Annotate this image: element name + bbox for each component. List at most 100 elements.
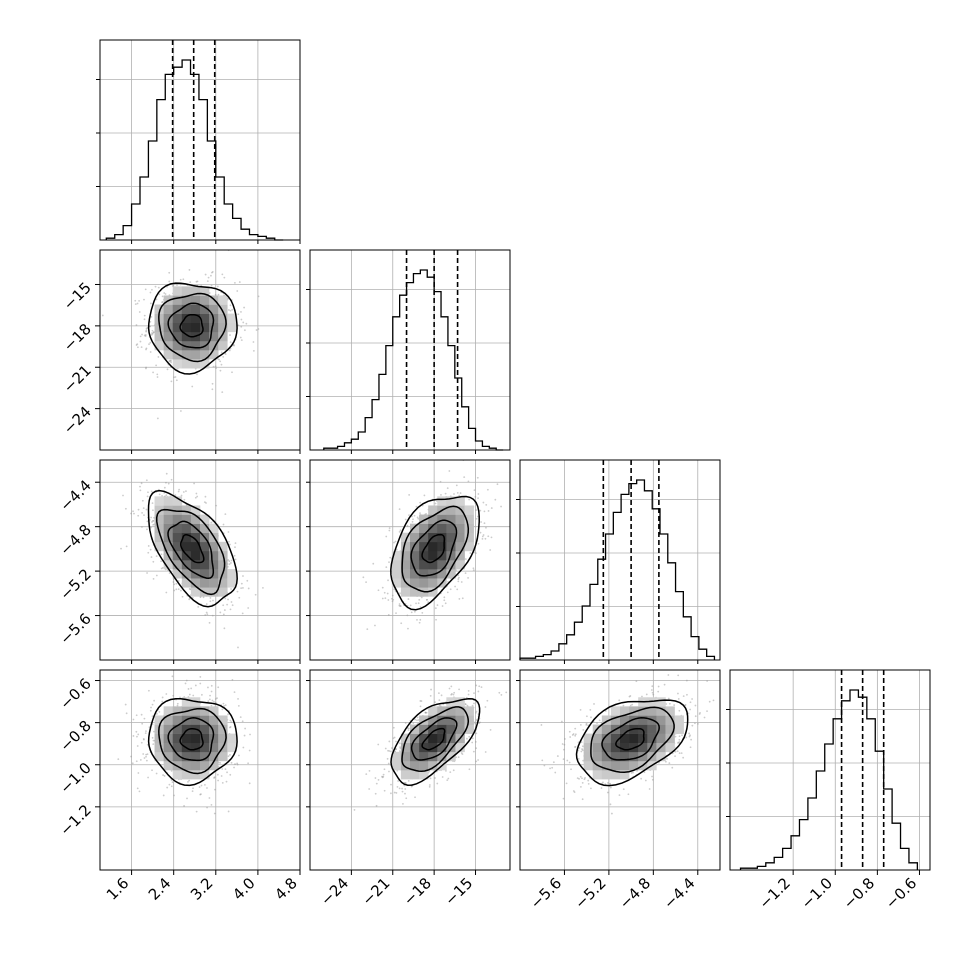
density-cell: [400, 770, 411, 780]
sample-point: [229, 543, 231, 546]
sample-point: [217, 293, 220, 296]
sample-point: [651, 691, 654, 694]
sample-point: [138, 299, 140, 302]
sample-point: [213, 777, 215, 779]
x-tick-label-1-3: −15: [441, 874, 476, 909]
sample-point: [147, 491, 149, 494]
density-cell: [446, 541, 456, 552]
sample-point: [165, 481, 167, 484]
histogram-bar: [482, 446, 489, 450]
sample-point: [610, 812, 613, 815]
sample-point: [472, 567, 475, 570]
sample-point: [155, 298, 158, 301]
sample-point: [419, 501, 422, 504]
sample-point: [448, 687, 451, 690]
sample-point: [144, 732, 147, 735]
sample-point: [151, 332, 153, 334]
sample-point: [182, 278, 185, 281]
density-cell: [455, 742, 465, 753]
sample-point: [562, 797, 565, 800]
sample-point: [170, 478, 173, 481]
sample-point: [407, 779, 410, 782]
sample-point: [214, 365, 217, 368]
histogram-bar: [476, 441, 483, 450]
density-cell: [446, 751, 456, 762]
sample-point: [481, 537, 484, 540]
sample-point: [248, 782, 251, 785]
contour-1: [601, 717, 660, 761]
histogram-bar: [613, 512, 621, 660]
sample-point: [396, 769, 399, 772]
panel-0-1-frame: [99, 249, 301, 451]
sample-point: [657, 690, 660, 693]
density-cell: [227, 742, 237, 753]
sample-point: [446, 487, 449, 490]
density-cell: [172, 359, 183, 369]
sample-point: [240, 339, 243, 342]
sample-point: [384, 597, 387, 600]
sample-point: [229, 608, 232, 611]
histogram-bar: [766, 863, 774, 870]
density-cell: [428, 560, 438, 570]
sample-point: [252, 341, 255, 343]
sample-point: [208, 621, 211, 624]
histogram-bar: [621, 494, 629, 660]
sample-point: [587, 782, 590, 785]
density-cell: [209, 340, 219, 351]
sample-point: [410, 611, 413, 614]
density-cell: [181, 304, 192, 314]
sample-point: [464, 558, 467, 560]
sample-point: [173, 583, 176, 586]
sample-point: [151, 502, 154, 505]
sample-point: [243, 329, 246, 332]
sample-point: [487, 510, 490, 512]
sample-point: [682, 695, 685, 698]
sample-point: [157, 286, 160, 289]
x-tick-label-3-1: −1.0: [798, 874, 836, 912]
density-cell: [419, 578, 429, 588]
hist-1-frame: [309, 249, 511, 451]
sample-point: [583, 778, 586, 781]
density-cell: [218, 587, 228, 597]
density-cell: [400, 751, 411, 762]
panel-0-2-frame: [99, 459, 301, 661]
sample-point: [381, 775, 383, 778]
sample-point: [140, 713, 143, 716]
sample-point: [622, 788, 625, 791]
sample-point: [689, 746, 692, 749]
density-cell: [647, 742, 657, 753]
density-cell: [592, 742, 603, 753]
density-cell: [200, 724, 210, 734]
sample-point: [230, 559, 233, 562]
sample-point: [439, 480, 442, 483]
sample-point: [387, 599, 390, 601]
density-cell: [464, 514, 474, 524]
sample-point: [155, 574, 158, 577]
density-cell: [437, 733, 447, 744]
density-cell: [154, 532, 164, 543]
panel-2-3-content: [540, 670, 715, 815]
sample-point: [174, 494, 177, 497]
sample-point: [459, 492, 462, 494]
sample-point: [233, 282, 236, 284]
histogram-bar: [338, 446, 345, 450]
sample-point: [168, 572, 171, 574]
sample-point: [149, 351, 152, 353]
density-cell: [428, 706, 438, 716]
sample-point: [185, 490, 187, 493]
sample-point: [170, 785, 173, 788]
density-cell: [190, 295, 201, 305]
density-cell: [437, 541, 447, 552]
sample-point: [425, 512, 427, 515]
sample-point: [673, 704, 676, 706]
sample-point: [445, 769, 447, 772]
sample-point: [193, 482, 195, 485]
sample-point: [667, 697, 670, 700]
sample-point: [566, 759, 569, 762]
sample-point: [609, 803, 612, 806]
sample-point: [234, 542, 237, 545]
sample-point: [568, 761, 571, 764]
sample-point: [401, 790, 404, 793]
sample-point: [198, 786, 201, 788]
sample-point: [143, 334, 146, 337]
